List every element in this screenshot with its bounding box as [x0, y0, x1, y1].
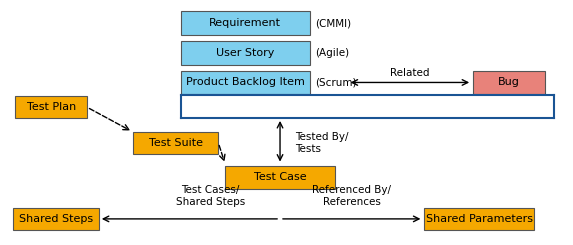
Text: Test Suite: Test Suite [148, 138, 202, 148]
Text: Bug: Bug [498, 77, 520, 87]
Text: Shared Steps: Shared Steps [19, 214, 93, 224]
FancyBboxPatch shape [13, 208, 99, 230]
FancyBboxPatch shape [180, 11, 310, 35]
FancyBboxPatch shape [425, 208, 534, 230]
Text: User Story: User Story [216, 48, 274, 58]
FancyBboxPatch shape [15, 96, 87, 118]
Text: Related: Related [390, 68, 429, 78]
FancyBboxPatch shape [473, 71, 545, 94]
Text: (Agile): (Agile) [315, 48, 349, 58]
FancyBboxPatch shape [180, 41, 310, 65]
Text: Shared Parameters: Shared Parameters [426, 214, 532, 224]
Text: Requirement: Requirement [209, 18, 281, 28]
Text: Test Cases/
Shared Steps: Test Cases/ Shared Steps [176, 185, 245, 207]
FancyBboxPatch shape [133, 132, 218, 154]
Text: Tested By/
Tests: Tested By/ Tests [295, 132, 348, 154]
Text: Referenced By/
References: Referenced By/ References [312, 185, 391, 207]
FancyBboxPatch shape [225, 166, 335, 189]
Text: Product Backlog Item: Product Backlog Item [186, 77, 305, 87]
Text: Test Case: Test Case [254, 172, 307, 182]
Text: (Scrum): (Scrum) [315, 77, 356, 87]
FancyBboxPatch shape [180, 71, 310, 94]
Text: (CMMI): (CMMI) [315, 18, 351, 28]
Text: Test Plan: Test Plan [26, 102, 76, 112]
